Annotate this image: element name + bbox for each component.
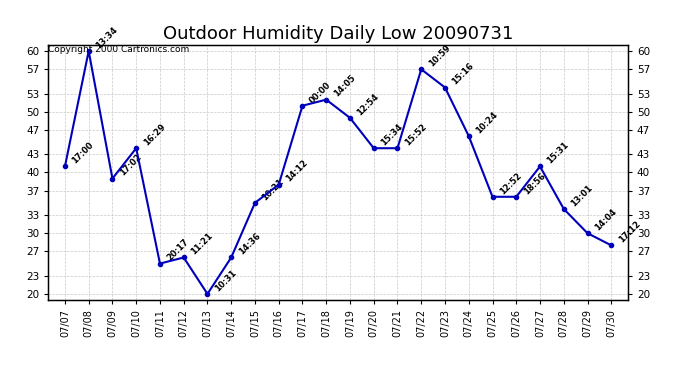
Text: 20:17: 20:17 — [166, 238, 190, 263]
Text: 14:12: 14:12 — [284, 159, 310, 184]
Text: 12:52: 12:52 — [498, 171, 524, 196]
Text: 17:00: 17:00 — [70, 141, 96, 166]
Text: 17:12: 17:12 — [617, 219, 642, 245]
Text: 18:56: 18:56 — [522, 171, 547, 196]
Text: 12:54: 12:54 — [355, 92, 381, 117]
Text: 13:01: 13:01 — [569, 183, 595, 208]
Text: 10:31: 10:31 — [213, 268, 238, 293]
Text: 15:34: 15:34 — [380, 122, 404, 147]
Text: 10:59: 10:59 — [427, 44, 452, 69]
Text: 15:31: 15:31 — [546, 140, 571, 166]
Text: 10:21: 10:21 — [261, 177, 286, 202]
Title: Outdoor Humidity Daily Low 20090731: Outdoor Humidity Daily Low 20090731 — [163, 26, 513, 44]
Text: 00:00: 00:00 — [308, 80, 333, 105]
Text: 14:05: 14:05 — [332, 74, 357, 99]
Text: 16:29: 16:29 — [141, 122, 167, 147]
Text: 14:36: 14:36 — [237, 231, 262, 257]
Text: 15:16: 15:16 — [451, 62, 476, 87]
Text: 11:21: 11:21 — [189, 231, 215, 257]
Text: 13:34: 13:34 — [95, 25, 119, 50]
Text: 15:52: 15:52 — [403, 122, 428, 147]
Text: Copyright 2000 Cartronics.com: Copyright 2000 Cartronics.com — [48, 45, 190, 54]
Text: 10:24: 10:24 — [474, 110, 500, 135]
Text: 14:04: 14:04 — [593, 207, 618, 232]
Text: 17:02: 17:02 — [118, 153, 144, 178]
